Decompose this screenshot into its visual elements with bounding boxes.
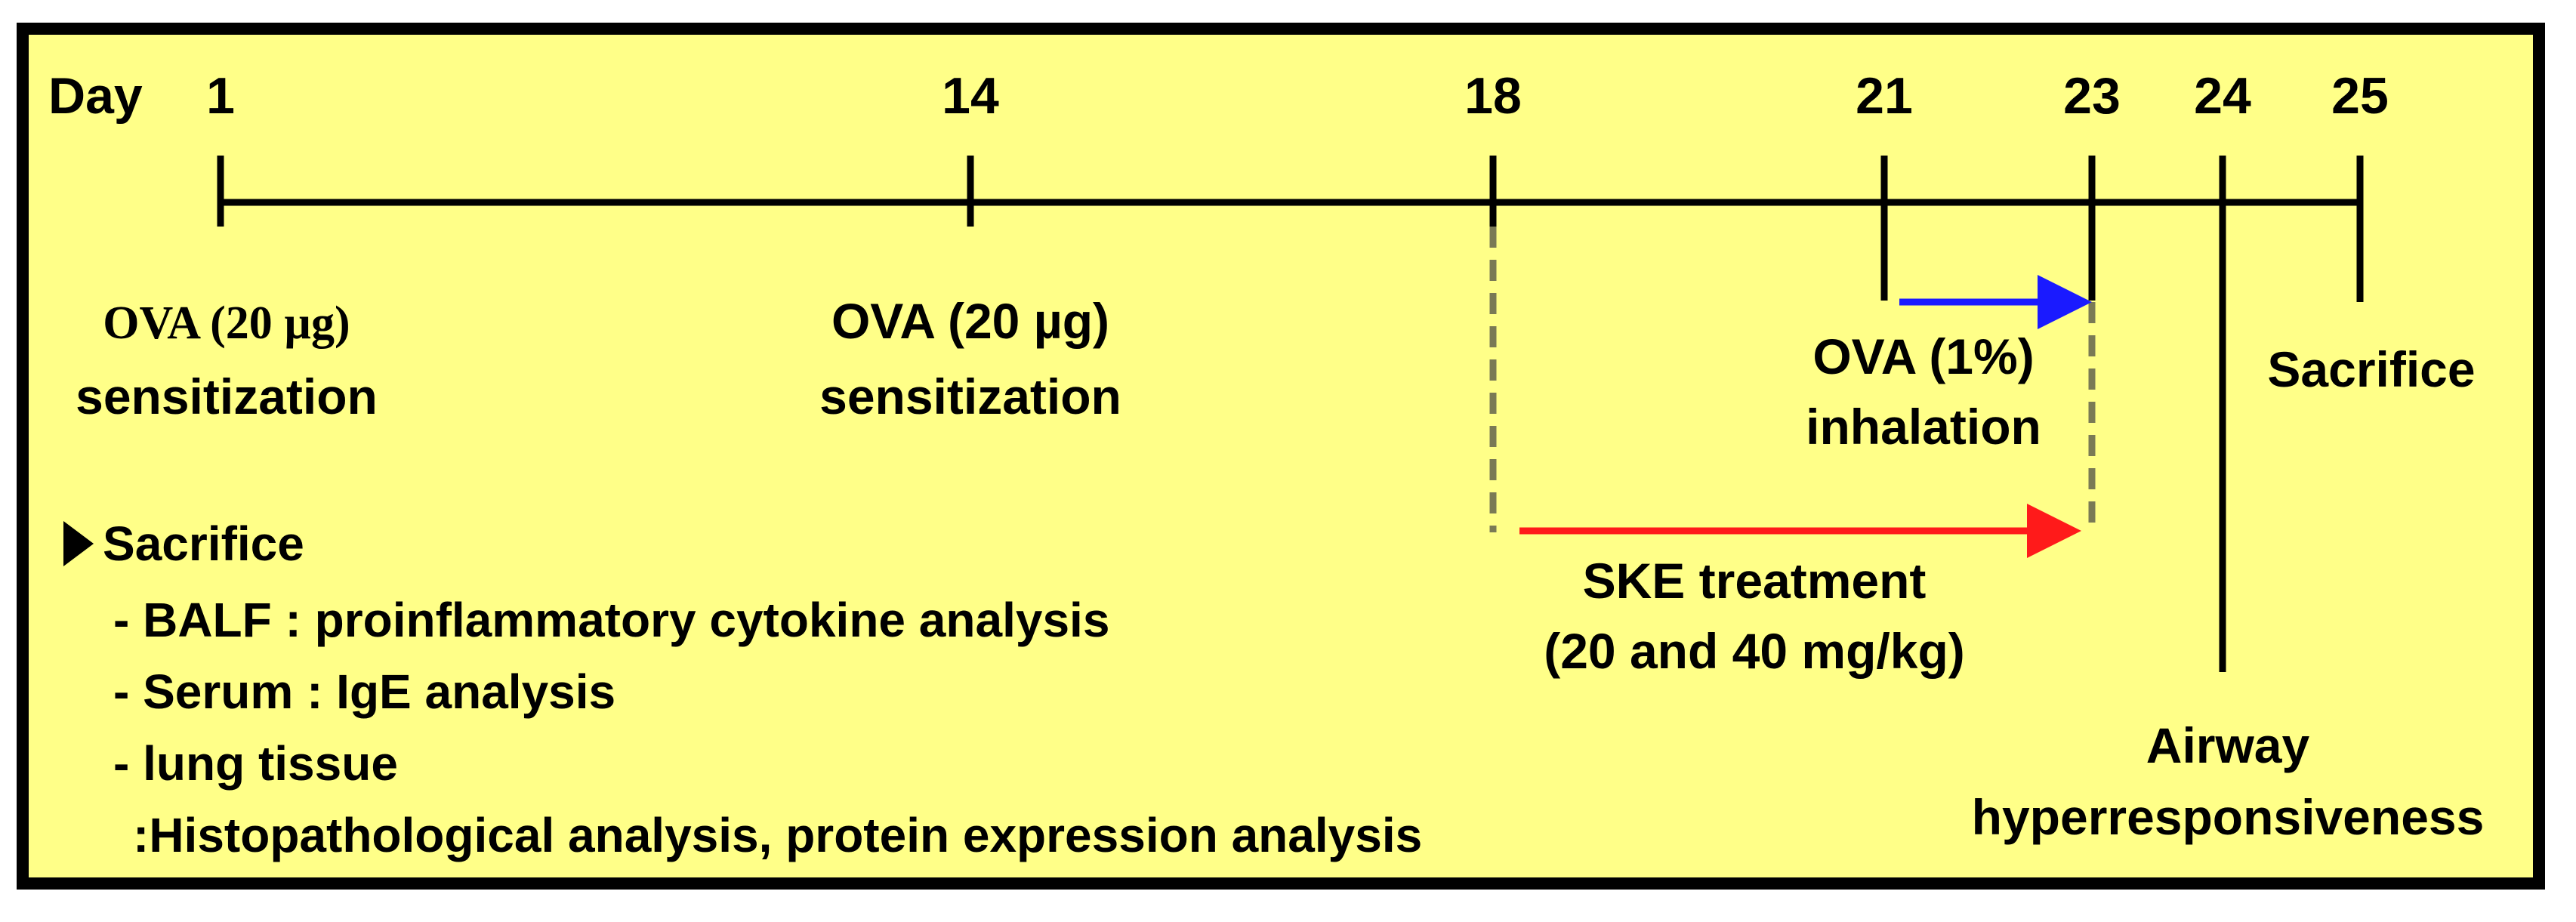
tick-label-day-24: 24 <box>2194 67 2251 125</box>
tick-label-day-21: 21 <box>1856 67 1913 125</box>
ahr-label-line2: hyperresponsiveness <box>1972 789 2485 845</box>
sensitization-2-label: sensitization <box>819 368 1121 424</box>
notes-item-serum: - Serum : IgE analysis <box>113 665 615 719</box>
ahr-label-line1: Airway <box>2146 717 2310 773</box>
sensitization-1-dose: OVA (20 µg) <box>103 298 350 349</box>
notes-item-lung: - lung tissue <box>113 736 398 791</box>
sensitization-2-dose: OVA (20 µg) <box>831 293 1109 349</box>
treatment-dose: (20 and 40 mg/kg) <box>1544 623 1965 679</box>
sacrifice-label: Sacrifice <box>2267 341 2475 397</box>
treatment-label: SKE treatment <box>1583 553 1927 609</box>
tick-label-day-1: 1 <box>206 67 235 125</box>
day-label: Day <box>48 67 143 125</box>
notes-item-balf: - BALF : proinflammatory cytokine analys… <box>113 593 1109 647</box>
inhalation-dose: OVA (1%) <box>1812 328 2034 384</box>
tick-label-day-23: 23 <box>2063 67 2121 125</box>
tick-label-day-14: 14 <box>942 67 999 125</box>
sensitization-1-label: sensitization <box>76 368 378 424</box>
tick-label-day-18: 18 <box>1464 67 1522 125</box>
notes-header: Sacrifice <box>103 517 304 571</box>
inhalation-label: inhalation <box>1806 399 2041 455</box>
diagram-frame <box>17 23 2545 890</box>
tick-label-day-25: 25 <box>2331 67 2389 125</box>
bullet-triangle-icon <box>63 521 94 566</box>
notes-item-lung-detail: :Histopathological analysis, protein exp… <box>133 808 1422 862</box>
